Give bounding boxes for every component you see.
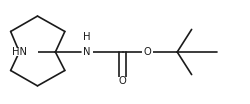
Bar: [142, 48, 153, 56]
Text: N: N: [84, 47, 91, 57]
Text: O: O: [144, 47, 151, 57]
Bar: [0, 48, 38, 56]
Bar: [82, 48, 93, 56]
Text: H: H: [84, 32, 91, 42]
Text: O: O: [119, 76, 126, 86]
Text: HN: HN: [12, 47, 27, 57]
Bar: [117, 77, 128, 85]
